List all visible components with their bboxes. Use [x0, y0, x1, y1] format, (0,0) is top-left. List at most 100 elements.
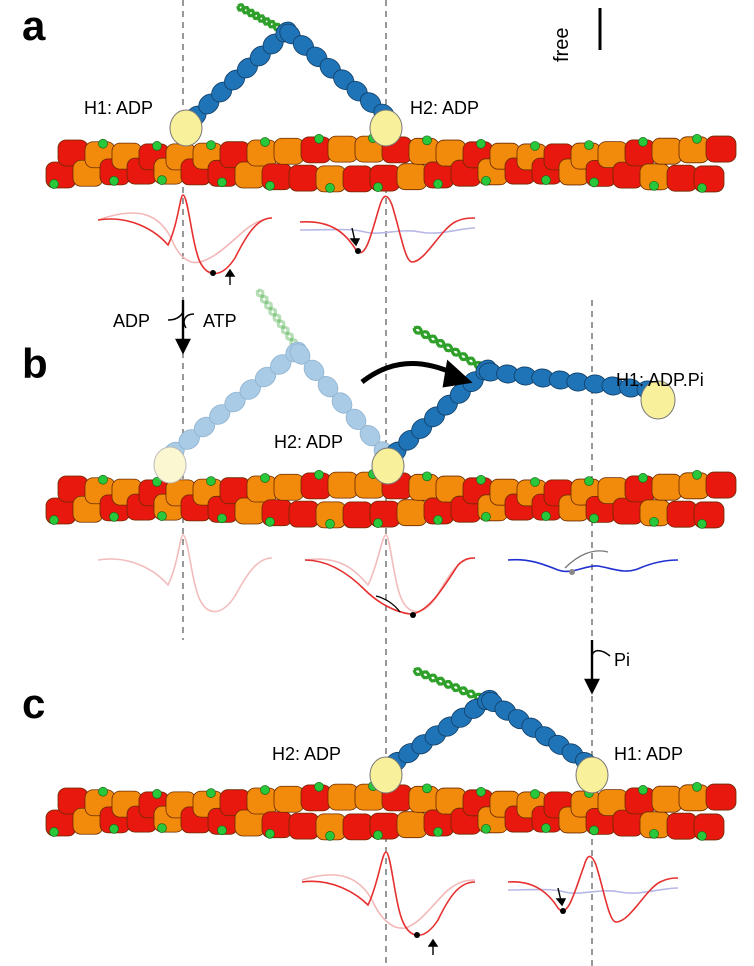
actin-binding-site: [217, 825, 227, 836]
head-c-h1: [575, 756, 609, 794]
actin-binding-site: [217, 513, 227, 524]
energy-curve-a-h1: [97, 194, 273, 275]
energy-state-dot-b-right: [569, 569, 575, 575]
actin-binding-site: [373, 518, 383, 528]
actin-subunit: [666, 812, 698, 840]
actin-binding-site: [152, 789, 162, 799]
coiled-coil-strand: [413, 325, 491, 375]
actin-binding-site: [373, 182, 383, 192]
energy-state-dot-c-h1: [560, 908, 566, 914]
actin-binding-site: [476, 138, 486, 149]
actin-binding-site: [433, 515, 443, 525]
actin-binding-site: [638, 137, 648, 147]
actin-subunit: [666, 164, 698, 192]
lever-arm-b-h1: [478, 362, 660, 400]
label-a-h2: H2: ADP: [410, 98, 479, 118]
actin-binding-site: [373, 830, 383, 840]
actin-subunit: [396, 163, 428, 191]
actin-subunit: [651, 473, 683, 501]
actin-binding-site: [152, 477, 162, 487]
actin-binding-site: [157, 175, 167, 185]
scale-bar-label: free: [551, 28, 573, 62]
actin-binding-site: [109, 176, 119, 186]
actin-binding-site: [325, 183, 335, 193]
actin-subunit: [327, 135, 359, 163]
panel-letter-c: c: [22, 680, 45, 727]
coiled-coil-b: [412, 325, 492, 375]
small-arrowhead-c-left: [427, 938, 439, 947]
diffusion-arrow-b-right: [564, 550, 609, 569]
adp-release-branch: [167, 311, 184, 321]
power-stroke-arrowhead: [442, 359, 473, 388]
pi-release-branch: [591, 649, 611, 657]
actin-binding-site: [584, 476, 594, 486]
actin-binding-site: [260, 785, 270, 795]
actin-binding-site: [314, 133, 324, 144]
label-b-h2: H2: ADP: [274, 432, 343, 452]
actin-subunit: [396, 499, 428, 527]
actin-subunit: [342, 501, 374, 529]
actin-binding-site: [206, 476, 216, 486]
actin-binding-site: [325, 831, 335, 841]
actin-binding-site: [265, 516, 275, 527]
actin-binding-site: [589, 825, 599, 836]
actin-binding-site: [422, 135, 432, 146]
actin-binding-site: [541, 511, 551, 521]
actin-binding-site: [584, 140, 594, 150]
actin-binding-site: [206, 140, 216, 150]
actin-filament-a: [45, 133, 737, 193]
actin-binding-site: [697, 519, 707, 529]
actin-binding-site: [476, 786, 486, 797]
actin-binding-site: [649, 180, 659, 191]
motor-heads: [153, 109, 676, 794]
atp-binding-branch: [183, 313, 195, 329]
label-c-h2: H2: ADP: [272, 744, 341, 764]
energy-curve-b-right: [507, 558, 679, 573]
coiled-coil-strand: [255, 289, 303, 353]
actin-binding-site: [157, 823, 167, 833]
panel-letter-b: b: [22, 340, 48, 387]
energy-landscapes: [97, 194, 679, 938]
actin-binding-site: [422, 471, 432, 482]
actin-binding-site: [481, 511, 491, 522]
actin-binding-site: [98, 474, 108, 485]
actin-binding-site: [638, 473, 648, 483]
energy-curve-a-h2-faded: [299, 227, 476, 234]
actin-subunit: [327, 783, 359, 811]
actin-subunit: [651, 785, 683, 813]
energy-curve-c-h2: [301, 851, 476, 937]
actin-binding-site: [217, 177, 227, 188]
actin-binding-site: [152, 141, 162, 151]
actin-binding-site: [98, 138, 108, 149]
energy-curve-c-h1: [507, 855, 679, 923]
actin-binding-site: [98, 786, 108, 797]
actin-binding-site: [541, 823, 551, 833]
energy-state-dot-b-middle: [410, 612, 416, 618]
actin-subunit: [273, 785, 305, 813]
actin-binding-site: [692, 781, 702, 792]
actin-binding-site: [206, 788, 216, 798]
energy-state-dot-a-h1: [210, 270, 216, 276]
energy-state-dot-c-h2: [414, 932, 420, 938]
label-a-h1: H1: ADP: [84, 98, 153, 118]
actin-subunit: [288, 812, 320, 840]
actin-binding-site: [697, 831, 707, 841]
actin-binding-site: [481, 175, 491, 186]
energy-curve-b-faded-left: [97, 534, 273, 613]
actin-binding-site: [530, 789, 540, 799]
actin-subunit: [288, 164, 320, 192]
actin-binding-site: [422, 783, 432, 794]
head-b-h1: [640, 380, 676, 420]
actin-binding-site: [265, 180, 275, 191]
head-b-faded: [153, 446, 187, 484]
actin-binding-site: [476, 474, 486, 485]
actin-binding-site: [260, 137, 270, 147]
actin-binding-site: [530, 141, 540, 151]
actin-subunit: [666, 500, 698, 528]
actin-binding-site: [109, 824, 119, 834]
actin-binding-site: [649, 516, 659, 527]
actin-filament-b: [45, 469, 737, 529]
energy-state-dot-a-h2: [355, 248, 361, 254]
energy-curve-b-middle: [304, 557, 476, 615]
